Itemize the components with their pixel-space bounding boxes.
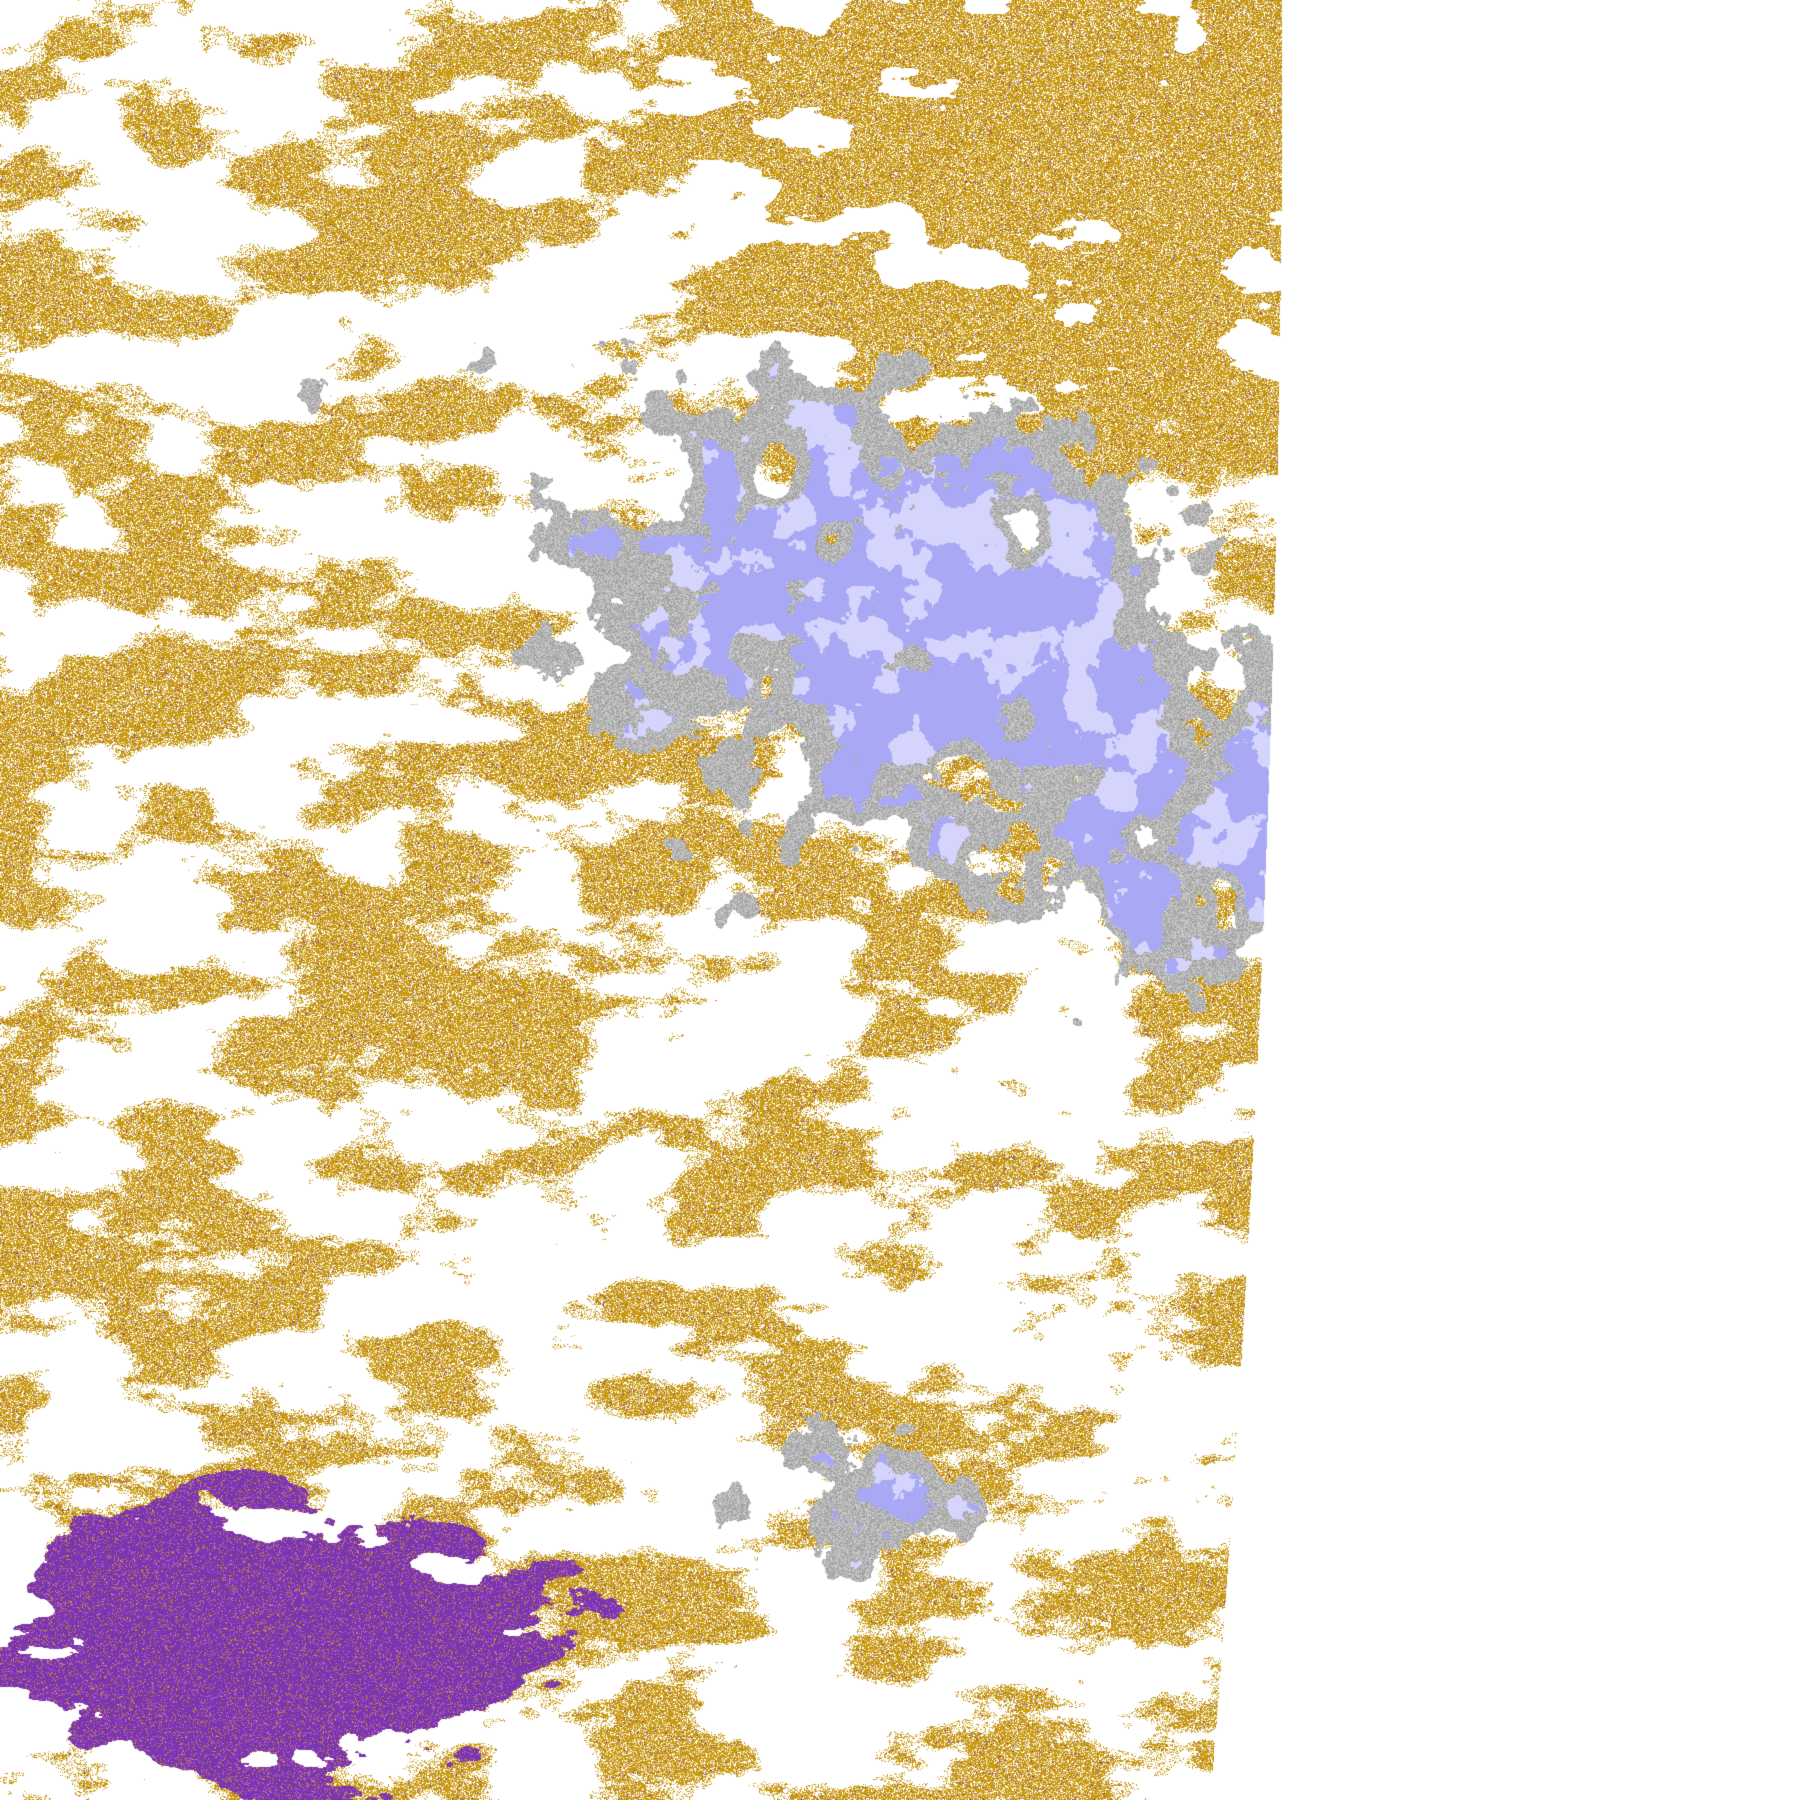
satellite-cloud-map — [0, 0, 1800, 1800]
